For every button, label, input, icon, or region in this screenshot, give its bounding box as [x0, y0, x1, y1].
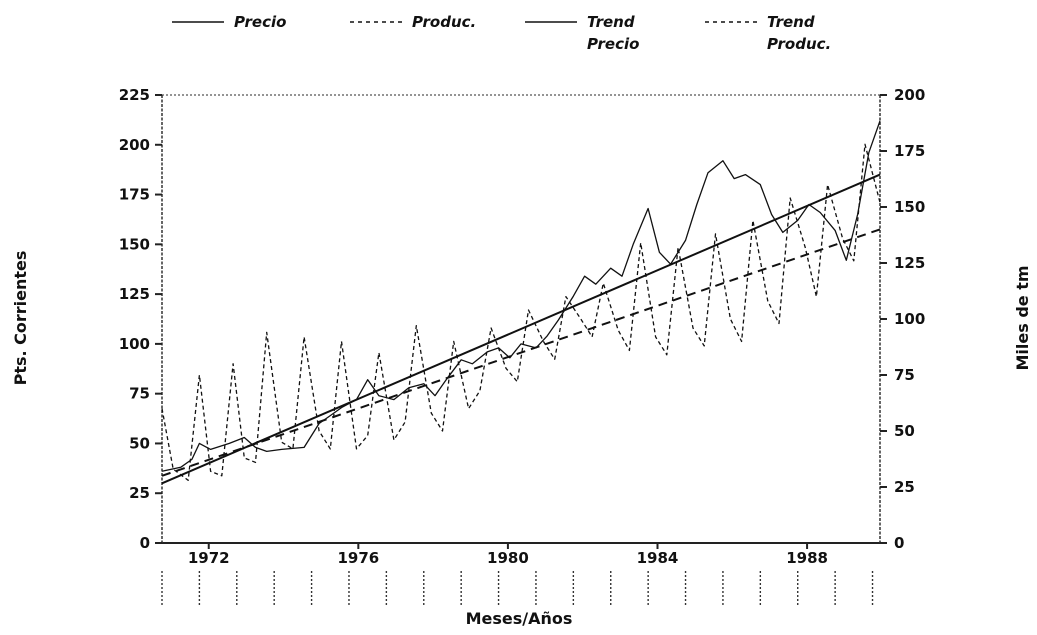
left-y-tick-label: 100 [119, 335, 150, 353]
right-y-tick-label: 0 [894, 534, 904, 552]
right-y-tick-label: 125 [894, 254, 925, 272]
legend-label: Precio [587, 35, 639, 53]
left-y-tick-label: 75 [129, 385, 150, 403]
x-tick-label: 1976 [337, 549, 379, 567]
right-y-tick-label: 200 [894, 86, 925, 104]
legend-item: Trend Precio [525, 13, 639, 53]
x-tick-label: 1988 [786, 549, 828, 567]
right-y-tick-label: 150 [894, 198, 925, 216]
series-trend-produc-line [161, 228, 881, 477]
right-y-tick-label: 50 [894, 422, 915, 440]
left-y-tick-label: 50 [129, 434, 150, 452]
left-y-tick-label: 125 [119, 285, 150, 303]
left-y-axis-title: Pts. Corrientes [11, 251, 30, 386]
right-y-tick-label: 25 [894, 478, 915, 496]
right-y-tick-label: 175 [894, 142, 925, 160]
right-y-tick-label: 100 [894, 310, 925, 328]
right-y-tick-label: 75 [894, 366, 915, 384]
series-layer [161, 120, 881, 485]
legend-label: Precio [234, 13, 286, 31]
legend-item: Precio [172, 13, 286, 31]
legend-label: Produc. [412, 13, 476, 31]
series-produc-line [161, 143, 881, 481]
x-axis-title: Meses/Años [466, 609, 573, 628]
legend-label: Produc. [767, 35, 831, 53]
legend-item: Trend Produc. [705, 13, 831, 53]
series-trend-precio-line [161, 173, 881, 485]
left-y-axis: 0 25 50 75 100 125 150 175 200 225 [119, 86, 162, 552]
x-tick-label: 1972 [188, 549, 230, 567]
legend-item: Produc. [350, 13, 476, 31]
legend-label: Trend [767, 13, 815, 31]
right-y-axis-title: Miles de tm [1013, 265, 1032, 370]
x-tick-label: 1984 [637, 549, 679, 567]
left-y-tick-label: 175 [119, 186, 150, 204]
left-y-tick-label: 225 [119, 86, 150, 104]
left-y-tick-label: 150 [119, 235, 150, 253]
series-precio-line [161, 120, 881, 472]
right-y-axis: 0 25 50 75 100 125 150 175 200 [880, 86, 925, 552]
plot-frame [161, 94, 881, 544]
x-axis: 1972 1976 1980 1984 1988 [161, 543, 874, 605]
left-y-tick-label: 0 [140, 534, 150, 552]
legend: Precio Produc. Trend Precio Trend Produc. [172, 13, 831, 53]
x-tick-label: 1980 [487, 549, 529, 567]
legend-label: Trend [587, 13, 635, 31]
left-y-tick-label: 25 [129, 484, 150, 502]
left-y-tick-label: 200 [119, 136, 150, 154]
